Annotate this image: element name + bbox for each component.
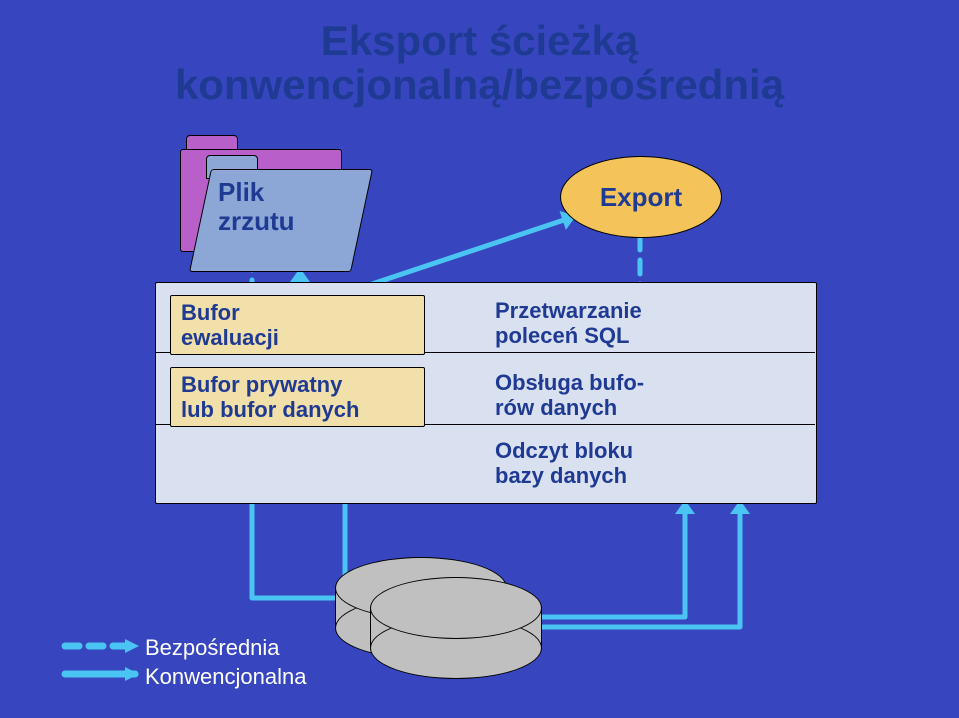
export-label: Export bbox=[600, 182, 682, 213]
buffer-evaluation-box: Buforewaluacji bbox=[170, 295, 425, 355]
text-sql-processing: Przetwarzaniepoleceń SQL bbox=[495, 298, 642, 349]
title-line-1: Eksport ścieżką bbox=[0, 18, 959, 64]
legend-labels: BezpośredniaKonwencjonalna bbox=[145, 634, 306, 691]
database-cylinder-front-icon bbox=[370, 577, 540, 677]
export-ellipse: Export bbox=[560, 156, 722, 238]
folder-label: Plikzrzutu bbox=[218, 178, 295, 235]
arrow-solid_cyl_to_box_r1 bbox=[538, 500, 695, 617]
buffer-private-box: Bufor prywatnylub bufor danych bbox=[170, 367, 425, 427]
arrow-solid_cyl_to_box_r2 bbox=[538, 500, 750, 627]
arrow-solid_bigbox_to_export bbox=[372, 211, 576, 284]
title-line-2: konwencjonalną/bezpośrednią bbox=[0, 62, 959, 108]
diagram-stage: Eksport ścieżkąkonwencjonalną/bezpośredn… bbox=[0, 0, 959, 718]
legend-lines-icon bbox=[61, 634, 139, 690]
text-buffer-handling: Obsługa bufo-rów danych bbox=[495, 370, 644, 421]
text-block-read: Odczyt blokubazy danych bbox=[495, 438, 633, 489]
